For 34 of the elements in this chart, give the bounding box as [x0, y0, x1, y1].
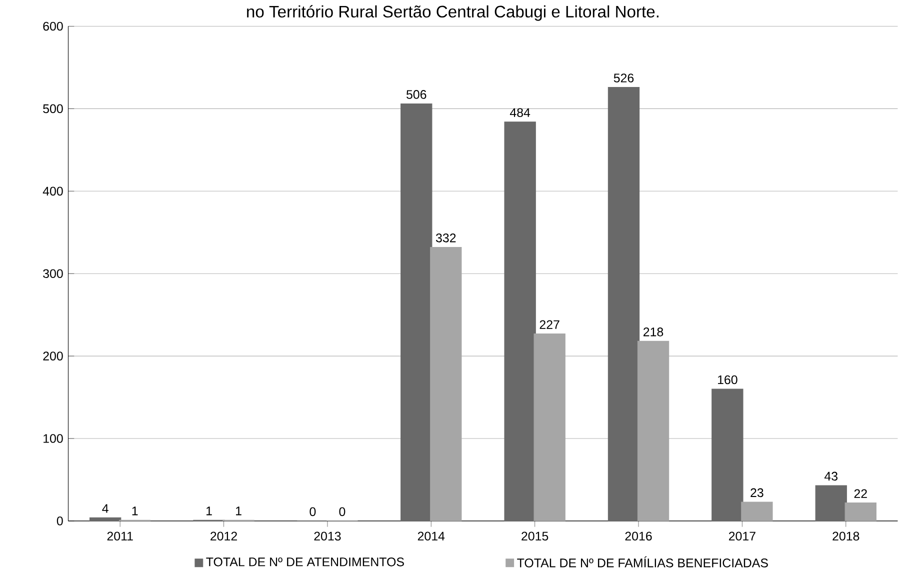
data-label: 1: [132, 506, 138, 516]
data-label: 160: [718, 375, 738, 384]
x-tick-label: 2016: [625, 532, 652, 540]
data-label: 1: [236, 506, 242, 516]
chart-title: no Território Rural Sertão Central Cabugi e Litoral Norte.: [247, 5, 658, 21]
data-label: 22: [854, 489, 867, 498]
data-label: 0: [339, 507, 346, 516]
data-label: 506: [406, 90, 426, 99]
data-label: 23: [750, 488, 764, 498]
legend-label: TOTAL DE Nº DE ATENDIMENTOS: [206, 557, 404, 566]
x-tick-label: 2012: [210, 532, 237, 540]
data-label: 484: [510, 108, 530, 117]
data-label: 0: [310, 507, 316, 516]
data-label: 4: [102, 504, 108, 513]
y-tick-label: 500: [43, 104, 63, 114]
legend-label: TOTAL DE Nº DE FAMÍLIAS BENEFICIADAS: [517, 556, 768, 568]
x-tick-label: 2013: [314, 532, 341, 540]
data-label: 1: [206, 506, 212, 516]
data-label: 218: [644, 327, 664, 336]
x-tick-label: 2018: [832, 532, 860, 540]
data-label: 332: [436, 233, 456, 242]
x-tick-label: 2011: [107, 532, 133, 540]
data-label: 526: [614, 73, 634, 82]
y-tick-label: 200: [43, 352, 63, 360]
x-tick-label: 2015: [522, 532, 548, 540]
data-label: 43: [824, 472, 838, 481]
y-tick-label: 400: [42, 186, 63, 196]
y-tick-label: 300: [43, 269, 63, 278]
y-tick-label: 600: [43, 22, 63, 31]
data-label: 227: [540, 320, 560, 329]
x-tick-label: 2014: [418, 532, 445, 540]
y-tick-label: 0: [56, 516, 63, 526]
x-tick-label: 2017: [728, 532, 756, 540]
y-tick-label: 100: [44, 434, 63, 443]
